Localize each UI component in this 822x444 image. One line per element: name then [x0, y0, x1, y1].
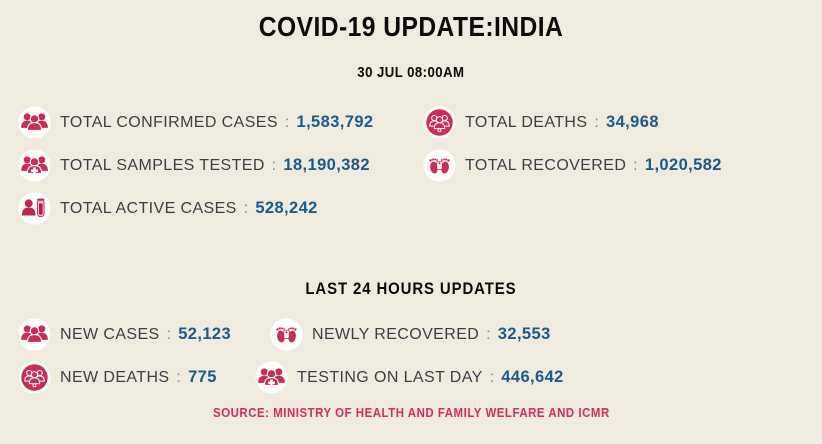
source-attribution: SOURCE: MINISTRY OF HEALTH AND FAMILY WE…: [212, 405, 610, 420]
stat-total-recovered: TOTAL RECOVERED : 1,020,582: [423, 149, 804, 182]
colon-separator: :: [633, 157, 639, 174]
stat-new-deaths: NEW DEATHS : 775: [18, 361, 255, 394]
colon-separator: :: [271, 157, 277, 174]
stat-total-deaths: TOTAL DEATHS : 34,968: [423, 106, 804, 139]
stat-label: TOTAL DEATHS: [465, 114, 588, 131]
stat-value: 1,583,792: [296, 113, 374, 131]
page-title: COVID-19 UPDATE:INDIA: [258, 11, 564, 42]
stat-label: NEW CASES: [60, 326, 160, 343]
colon-separator: :: [176, 369, 182, 386]
people-circle-icon: [18, 361, 51, 394]
stat-value: 52,123: [178, 325, 232, 343]
stat-label: TOTAL CONFIRMED CASES: [60, 114, 278, 131]
footprints-icon: [270, 318, 303, 351]
colon-separator: :: [486, 326, 491, 343]
last24-section: NEW CASES : 52,123 NEWLY RECOVERED : 32,…: [0, 313, 822, 399]
stat-label: TOTAL RECOVERED: [465, 157, 627, 174]
header: COVID-19 UPDATE:INDIA: [0, 0, 822, 43]
stat-label: TOTAL SAMPLES TESTED: [60, 157, 265, 174]
stat-value: 32,553: [497, 325, 551, 343]
stat-testing-last-day: TESTING ON LAST DAY : 446,642: [255, 361, 564, 394]
people-medical-icon: [18, 149, 51, 182]
stat-label: NEW DEATHS: [60, 369, 170, 386]
stat-total-confirmed: TOTAL CONFIRMED CASES : 1,583,792: [18, 106, 423, 139]
stat-label: NEWLY RECOVERED: [312, 326, 480, 343]
people-group-icon: [18, 318, 51, 351]
stat-label: TESTING ON LAST DAY: [297, 369, 483, 386]
people-circle-icon: [423, 106, 456, 139]
person-testtube-icon: [18, 192, 51, 225]
colon-separator: :: [243, 200, 249, 217]
last24-heading: LAST 24 HOURS UPDATES: [305, 279, 517, 298]
people-medical-icon: [255, 361, 288, 394]
stat-new-cases: NEW CASES : 52,123: [18, 318, 270, 351]
colon-separator: :: [284, 114, 290, 131]
stat-value: 775: [188, 368, 217, 386]
stat-value: 528,242: [255, 199, 318, 217]
colon-separator: :: [489, 369, 495, 386]
stat-label: TOTAL ACTIVE CASES: [60, 200, 237, 217]
stat-value: 446,642: [501, 368, 564, 386]
stat-total-active-cases: TOTAL ACTIVE CASES : 528,242: [18, 192, 423, 225]
stat-total-samples-tested: TOTAL SAMPLES TESTED : 18,190,382: [18, 149, 423, 182]
people-group-icon: [18, 106, 51, 139]
stat-value: 1,020,582: [644, 156, 722, 174]
colon-separator: :: [166, 326, 172, 343]
colon-separator: :: [594, 114, 600, 131]
stat-value: 34,968: [606, 113, 659, 131]
report-date: 30 JUL 08:00AM: [357, 64, 465, 81]
stat-newly-recovered: NEWLY RECOVERED : 32,553: [270, 318, 551, 351]
totals-section: TOTAL CONFIRMED CASES : 1,583,792 TOTAL …: [0, 101, 822, 230]
footprints-icon: [423, 149, 456, 182]
stat-value: 18,190,382: [283, 156, 370, 174]
